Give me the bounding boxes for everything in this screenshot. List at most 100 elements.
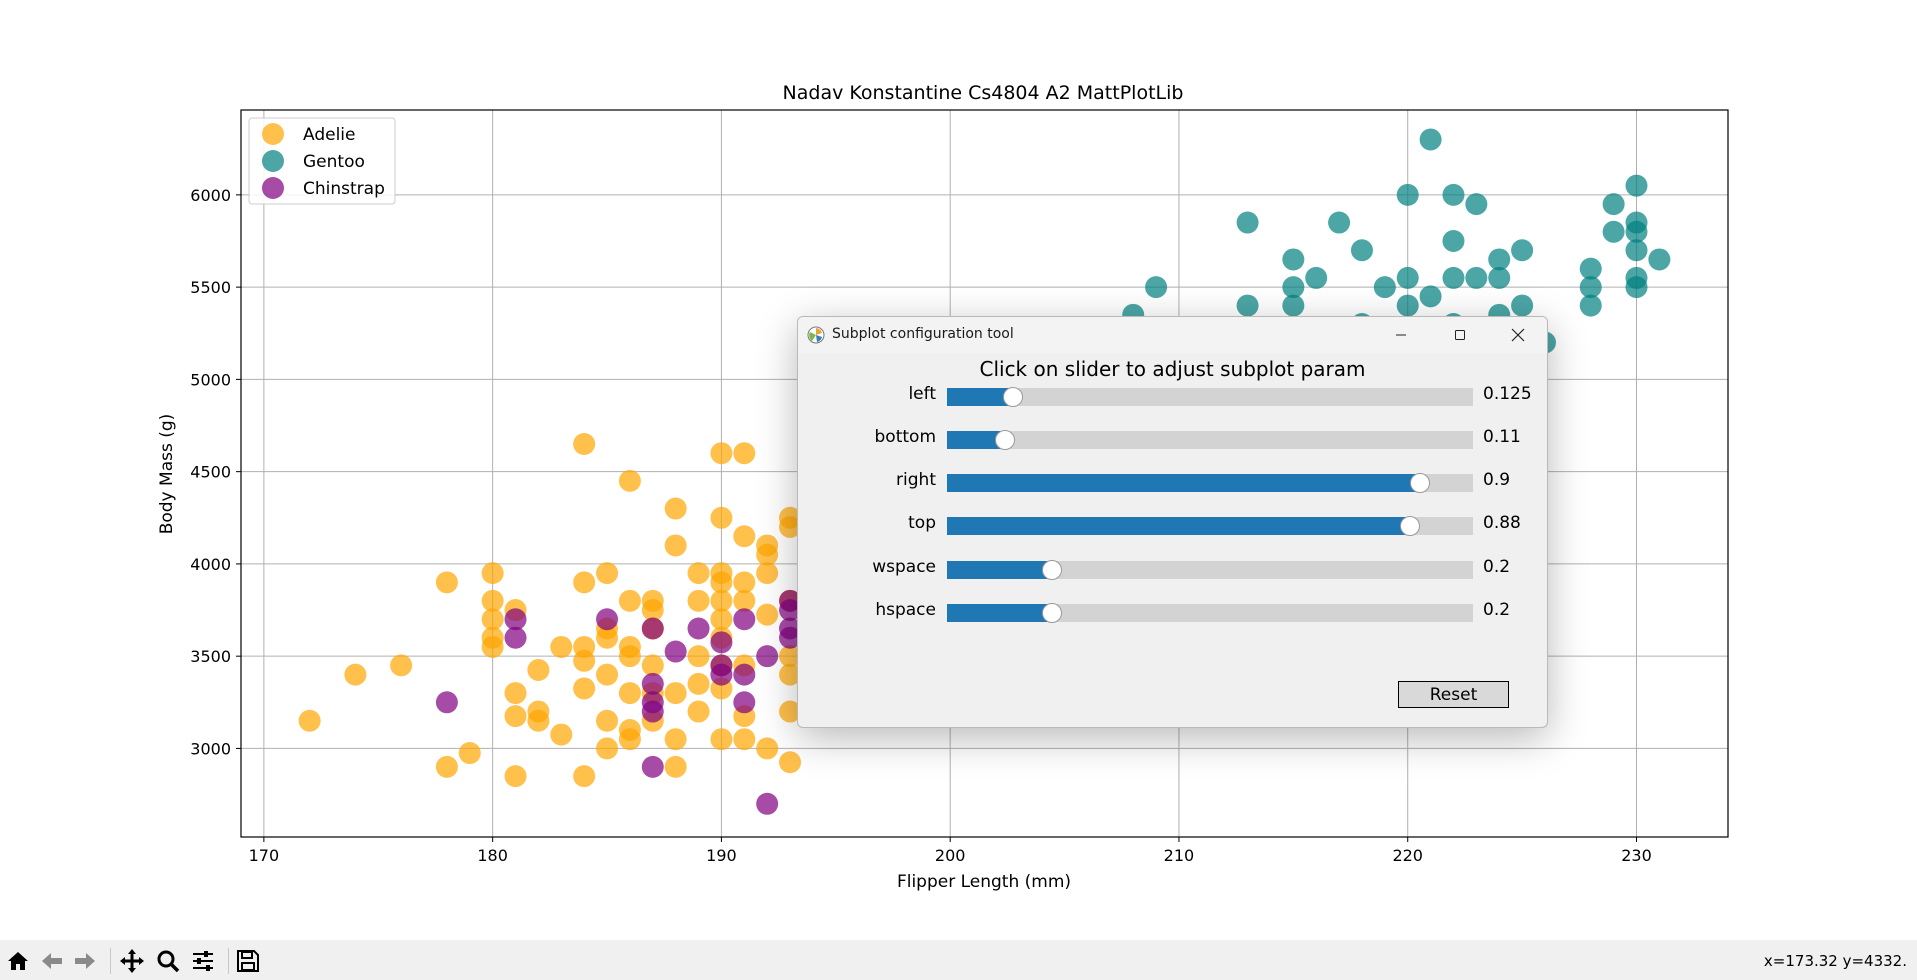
slider-fill xyxy=(947,517,1410,535)
slider-handle[interactable] xyxy=(1410,473,1431,493)
data-point xyxy=(618,645,641,668)
navigation-toolbar: x=173.32 y=4332. xyxy=(0,940,1917,980)
data-point xyxy=(527,659,550,682)
data-point xyxy=(1396,183,1419,206)
data-point xyxy=(733,571,756,594)
data-point xyxy=(710,442,733,465)
data-point xyxy=(641,617,664,640)
slider-row-wspace: wspace 0.2 xyxy=(798,555,1547,581)
data-point xyxy=(756,603,779,626)
series-adelie xyxy=(298,432,802,788)
data-point xyxy=(687,617,710,640)
home-button[interactable] xyxy=(3,946,33,976)
slider-label-hspace: hspace xyxy=(875,600,936,620)
data-point xyxy=(710,663,733,686)
data-point xyxy=(756,792,779,815)
y-tick-label: 3000 xyxy=(190,739,231,758)
zoom-button[interactable] xyxy=(153,946,183,976)
maximize-button[interactable] xyxy=(1440,323,1480,347)
slider-top[interactable] xyxy=(947,516,1473,536)
data-point xyxy=(733,525,756,548)
slider-handle[interactable] xyxy=(1042,560,1063,580)
pan-button[interactable] xyxy=(117,946,147,976)
x-tick-label: 220 xyxy=(1392,846,1423,865)
reset-button[interactable]: Reset xyxy=(1398,681,1509,708)
data-point xyxy=(710,571,733,594)
save-button[interactable] xyxy=(233,946,263,976)
data-point xyxy=(779,700,802,723)
legend-label-adelie: Adelie xyxy=(303,125,356,145)
x-tick-label: 180 xyxy=(477,846,508,865)
slider-left[interactable] xyxy=(947,387,1473,407)
data-point xyxy=(687,589,710,612)
x-axis-label: Flipper Length (mm) xyxy=(897,872,1071,892)
close-icon xyxy=(1511,328,1525,342)
forward-button[interactable] xyxy=(70,946,100,976)
close-button[interactable] xyxy=(1498,323,1538,347)
data-point xyxy=(596,737,619,760)
data-point xyxy=(641,700,664,723)
slider-bottom[interactable] xyxy=(947,430,1473,450)
data-point xyxy=(596,562,619,585)
legend-label-gentoo: Gentoo xyxy=(303,152,365,172)
data-point xyxy=(1442,266,1465,289)
slider-fill xyxy=(947,561,1053,579)
data-point xyxy=(664,682,687,705)
slider-handle[interactable] xyxy=(1002,387,1023,407)
data-point xyxy=(504,682,527,705)
slider-row-bottom: bottom 0.11 xyxy=(798,425,1547,451)
data-point xyxy=(435,571,458,594)
y-tick-label: 5500 xyxy=(190,278,231,297)
slider-fill xyxy=(947,431,1005,449)
data-point xyxy=(458,742,481,765)
data-point xyxy=(687,645,710,668)
data-point xyxy=(550,635,573,658)
data-point xyxy=(779,751,802,774)
legend-marker-chinstrap xyxy=(262,177,284,199)
slider-handle[interactable] xyxy=(1399,516,1420,536)
data-point xyxy=(664,755,687,778)
slider-value-wspace: 0.2 xyxy=(1483,557,1511,577)
cursor-coordinates: x=173.32 y=4332. xyxy=(1763,952,1907,970)
data-point xyxy=(1396,266,1419,289)
back-button[interactable] xyxy=(37,946,67,976)
axes-frame xyxy=(240,109,1729,838)
subplot-config-dialog: Subplot configuration tool Click on slid… xyxy=(797,316,1548,728)
data-point xyxy=(1442,230,1465,253)
minimize-button[interactable] xyxy=(1381,323,1421,347)
data-point xyxy=(779,645,802,668)
data-point xyxy=(1145,276,1168,299)
slider-right[interactable] xyxy=(947,473,1473,493)
data-point xyxy=(664,534,687,557)
data-point xyxy=(435,755,458,778)
data-point xyxy=(573,649,596,672)
legend-box xyxy=(248,117,396,205)
data-point xyxy=(733,691,756,714)
slider-row-right: right 0.9 xyxy=(798,468,1547,494)
data-point xyxy=(756,562,779,585)
slider-hspace[interactable] xyxy=(947,603,1473,623)
data-point xyxy=(1282,294,1305,317)
data-point xyxy=(1625,239,1648,262)
data-point xyxy=(1282,248,1305,271)
data-points xyxy=(298,128,1671,815)
slider-wspace[interactable] xyxy=(947,560,1473,580)
data-point xyxy=(504,626,527,649)
data-point xyxy=(756,543,779,566)
data-point xyxy=(481,589,504,612)
slider-handle[interactable] xyxy=(1042,603,1063,623)
data-point xyxy=(1419,285,1442,308)
data-point xyxy=(687,700,710,723)
slider-row-hspace: hspace 0.2 xyxy=(798,598,1547,624)
data-point xyxy=(1579,276,1602,299)
dialog-titlebar[interactable]: Subplot configuration tool xyxy=(798,317,1547,353)
data-point xyxy=(1511,294,1534,317)
slider-value-left: 0.125 xyxy=(1483,384,1532,404)
data-point xyxy=(435,691,458,714)
data-point xyxy=(664,497,687,520)
data-point xyxy=(1488,266,1511,289)
data-point xyxy=(618,589,641,612)
configure-subplots-button[interactable] xyxy=(188,946,218,976)
data-point xyxy=(1579,294,1602,317)
slider-handle[interactable] xyxy=(994,430,1015,450)
